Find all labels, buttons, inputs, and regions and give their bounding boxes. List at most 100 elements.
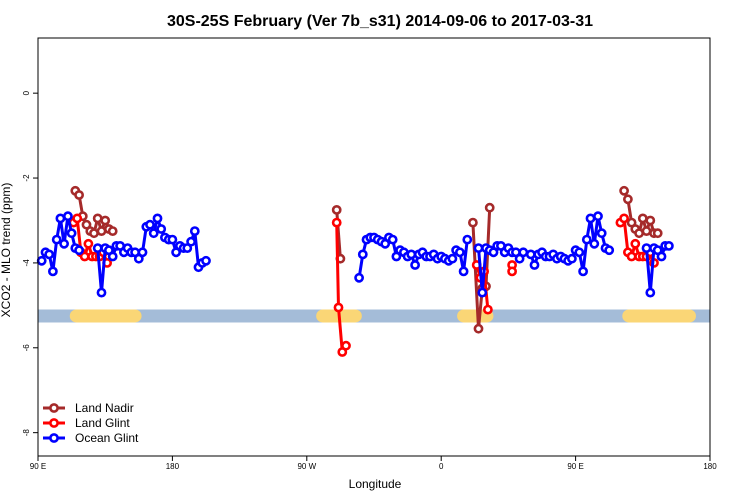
ocean-glint-point-2-18 <box>156 224 167 234</box>
ocean-glint-point-4-2 <box>477 287 488 298</box>
legend-label-land-glint: Land Glint <box>75 416 130 430</box>
ocean-glint-point-2-2 <box>96 287 107 298</box>
y-axis-label: XCO2 - MLO trend (ppm) <box>0 183 13 318</box>
land-glint-point-2-4 <box>341 340 351 351</box>
land-nadir-point-1-11 <box>107 226 118 236</box>
x-tick-label-6: 180 <box>703 462 717 471</box>
land-nadir-point-2-1 <box>331 204 342 215</box>
y-tick-label-3: -4 <box>22 259 31 267</box>
ocean-glint-point-5-19 <box>593 211 603 222</box>
land-glint-line-2 <box>335 222 348 354</box>
land-nadir-point-3-1 <box>467 217 478 228</box>
legend-label-ocean-glint: Ocean Glint <box>75 431 139 445</box>
ocean-glint-point-2-1 <box>92 243 103 253</box>
chart-title: 30S-25S February (Ver 7b_s31) 2014-09-06… <box>167 13 593 30</box>
series-ocean-glint <box>36 211 674 298</box>
land-nadir-point-4-6 <box>637 213 648 224</box>
land-glint-point-5-5 <box>630 238 641 249</box>
ocean-glint-point-1-1 <box>36 255 47 266</box>
legend-marker-land-nadir <box>49 403 59 413</box>
ocean-glint-point-6-7 <box>664 240 674 251</box>
land-glint-point-2-2 <box>333 302 344 313</box>
land-nadir-point-1-7 <box>92 213 103 224</box>
ocean-glint-point-2-15 <box>145 219 155 230</box>
y-tick-label-4: -6 <box>22 344 31 352</box>
ocean-glint-point-1-7 <box>59 238 69 249</box>
legend-label-land-nadir: Land Nadir <box>75 401 134 415</box>
y-axis-ticks: 0 -2 -4 -6 -8 <box>22 90 38 436</box>
land-nadir-point-1-2 <box>74 190 84 200</box>
ocean-glint-point-3-26 <box>447 253 458 264</box>
ocean-glint-point-5-18 <box>589 238 600 249</box>
land-nadir-point-4-1 <box>619 185 629 196</box>
ocean-glint-point-5-14 <box>574 247 585 258</box>
x-tick-label-1: 90 E <box>30 462 46 471</box>
ocean-glint-point-3-10 <box>387 234 398 245</box>
x-axis-label: Longitude <box>349 477 402 491</box>
ocean-glint-point-1-4 <box>48 266 58 277</box>
land-nadir-line-4 <box>622 190 658 235</box>
legend-item-ocean-glint: Ocean Glint <box>43 431 139 445</box>
land-nadir-point-4-2 <box>623 194 633 205</box>
ocean-glint-point-1-8 <box>63 211 73 222</box>
land-nadir-point-4-10 <box>652 228 663 239</box>
legend-marker-ocean-glint <box>49 433 59 443</box>
ocean-glint-point-2-17 <box>152 213 163 224</box>
ocean-glint-point-1-11 <box>74 245 84 256</box>
y-tick-label-5: -8 <box>22 429 31 437</box>
land-glint-point-2-1 <box>331 217 342 228</box>
ocean-glint-point-3-16 <box>410 260 420 270</box>
x-tick-label-4: 0 <box>439 462 444 471</box>
land-nadir-point-1-6 <box>89 228 99 239</box>
ocean-glint-point-5-20 <box>596 228 607 239</box>
ocean-glint-point-6-5 <box>656 251 667 262</box>
ocean-glint-point-3-15 <box>406 249 417 260</box>
land-glint-point-3-4 <box>482 304 493 315</box>
land-glint-point-1-5 <box>83 238 94 249</box>
land-nadir-point-4-8 <box>645 215 656 226</box>
land-nadir-point-1-9 <box>100 215 111 226</box>
land-glint-point-5-4 <box>626 251 637 262</box>
ocean-glint-point-5-2 <box>529 260 540 270</box>
land-nadir-point-4-7 <box>641 226 652 236</box>
ocean-glint-point-5-17 <box>585 213 596 224</box>
ocean-glint-point-3-1 <box>354 272 364 283</box>
x-tick-label-2: 180 <box>166 462 180 471</box>
ocean-glint-point-2-5 <box>107 251 118 262</box>
ocean-glint-point-6-1 <box>641 243 652 253</box>
ocean-glint-point-1-9 <box>66 228 77 239</box>
x-tick-label-3: 90 W <box>297 462 316 471</box>
ocean-glint-point-4-13 <box>518 247 529 258</box>
ocean-glint-point-5-22 <box>604 245 615 256</box>
land-glint-point-4-2 <box>507 266 517 277</box>
land-glint-point-5-2 <box>619 213 629 224</box>
x-axis-ticks: 90 E 180 90 W 0 90 E 180 <box>30 456 717 471</box>
ocean-glint-point-4-1 <box>473 243 484 253</box>
y-tick-label-2: -2 <box>22 174 31 182</box>
ocean-glint-point-3-2 <box>357 249 368 260</box>
ocean-glint-point-6-2 <box>645 287 656 298</box>
legend-item-land-nadir: Land Nadir <box>43 401 134 415</box>
ocean-glint-point-5-15 <box>578 266 588 277</box>
plot-frame <box>37 37 711 457</box>
ocean-glint-point-2-30 <box>201 255 211 266</box>
ocean-glint-point-2-16 <box>148 228 159 239</box>
x-tick-label-5: 90 E <box>567 462 583 471</box>
y-tick-label-1: 0 <box>22 90 31 95</box>
series-land-nadir <box>70 185 663 334</box>
ocean-glint-point-1-3 <box>44 249 55 260</box>
ocean-glint-point-2-21 <box>167 234 178 245</box>
land-nadir-point-3-2 <box>473 323 484 334</box>
land-glint-point-1-2 <box>72 213 83 224</box>
legend-marker-land-glint <box>49 418 59 428</box>
ocean-glint-point-5-16 <box>581 234 592 245</box>
ocean-glint-point-2-13 <box>137 247 148 258</box>
legend-item-land-glint: Land Glint <box>43 416 130 430</box>
ocean-glint-point-3-28 <box>454 247 465 258</box>
ocean-glint-point-1-6 <box>55 213 66 224</box>
ocean-glint-point-2-26 <box>186 236 196 247</box>
ocean-glint-point-5-1 <box>525 249 536 260</box>
